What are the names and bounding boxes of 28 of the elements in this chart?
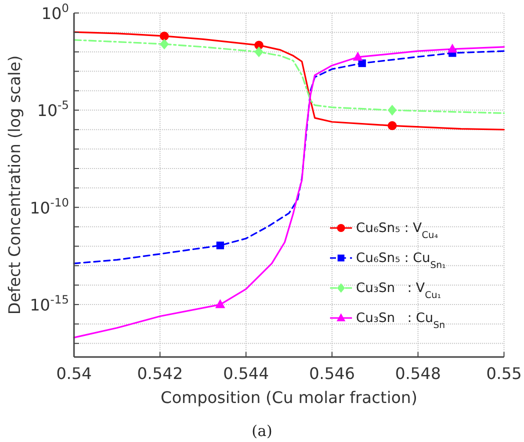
point (358, 59, 366, 68)
point (352, 52, 363, 61)
x-tick-label: 0.54 (56, 364, 92, 383)
x-tick-label: 0.546 (309, 364, 355, 383)
x-tick-label: 0.55 (486, 364, 522, 383)
x-tick-label: 0.544 (223, 364, 269, 383)
x-axis-title: Composition (Cu molar fraction) (160, 388, 418, 407)
point (447, 44, 458, 53)
y-tick-label: 10$^{-5}$ (37, 98, 69, 120)
x-tick-label: 0.542 (137, 364, 183, 383)
y-tick-label: 10$^{-10}$ (30, 195, 69, 218)
point (160, 32, 169, 41)
legend-label: Cu₃Sn : V$_{Cu₁}$ (356, 281, 442, 300)
y-tick-label: 10$^{0}$ (41, 1, 69, 23)
x-tick-label: 0.548 (395, 364, 441, 383)
point (388, 121, 397, 130)
point (388, 104, 397, 116)
text: (a) (252, 422, 272, 440)
line-series (73, 31, 505, 130)
legend-label: Cu₆Sn₅ : Cu$_{Sn₁}$ (356, 251, 446, 270)
point (215, 299, 226, 308)
point (216, 242, 224, 250)
legend-label: Cu₆Sn₅ : V$_{Cu₄}$ (356, 221, 438, 240)
legend-label: Cu₃Sn : Cu$_{Sn}$ (356, 311, 446, 330)
y-axis-title: Defect Concentration (log scale) (5, 55, 24, 315)
point (254, 46, 264, 58)
point (160, 38, 169, 50)
y-tick-label: 10$^{-15}$ (30, 292, 69, 315)
